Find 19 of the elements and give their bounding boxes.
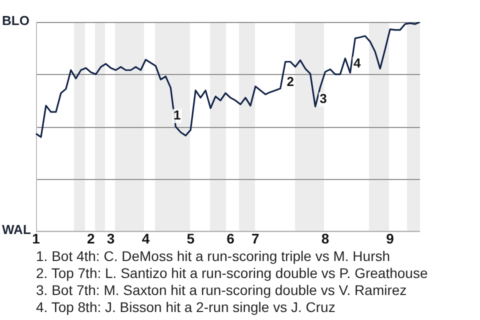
- x-tick-label: 5: [186, 230, 195, 246]
- text: 1. Bot 4th: C. DeMoss hit a run-scoring triple vs M. Hursh: [36, 248, 392, 265]
- x-tick-label: 8: [321, 230, 330, 246]
- x-tick-label: 2: [86, 230, 95, 246]
- text: WAL: [2, 222, 31, 238]
- x-tick-label: 4: [142, 230, 150, 246]
- annotation: 3: [320, 90, 327, 106]
- text: 3. Bot 7th: M. Saxton hit a run-scoring double vs V. Ramirez: [36, 282, 408, 299]
- x-tick-label: 1: [32, 230, 40, 246]
- x-tick-label: 6: [226, 230, 235, 246]
- x-tick-label: 7: [252, 230, 260, 246]
- annotation: 2: [286, 74, 294, 90]
- text: 2. Top 7th: L. Santizo hit a run-scoring double vs P. Greathouse: [36, 265, 429, 282]
- x-tick-label: 3: [106, 230, 115, 246]
- annotation: 1: [174, 108, 181, 123]
- x-tick-label: 9: [386, 230, 394, 246]
- annotation: 4: [354, 55, 362, 70]
- text: 4. Top 8th: J. Bisson hit a 2-run single vs J. Cruz: [36, 299, 336, 316]
- text: BLO: [2, 13, 30, 29]
